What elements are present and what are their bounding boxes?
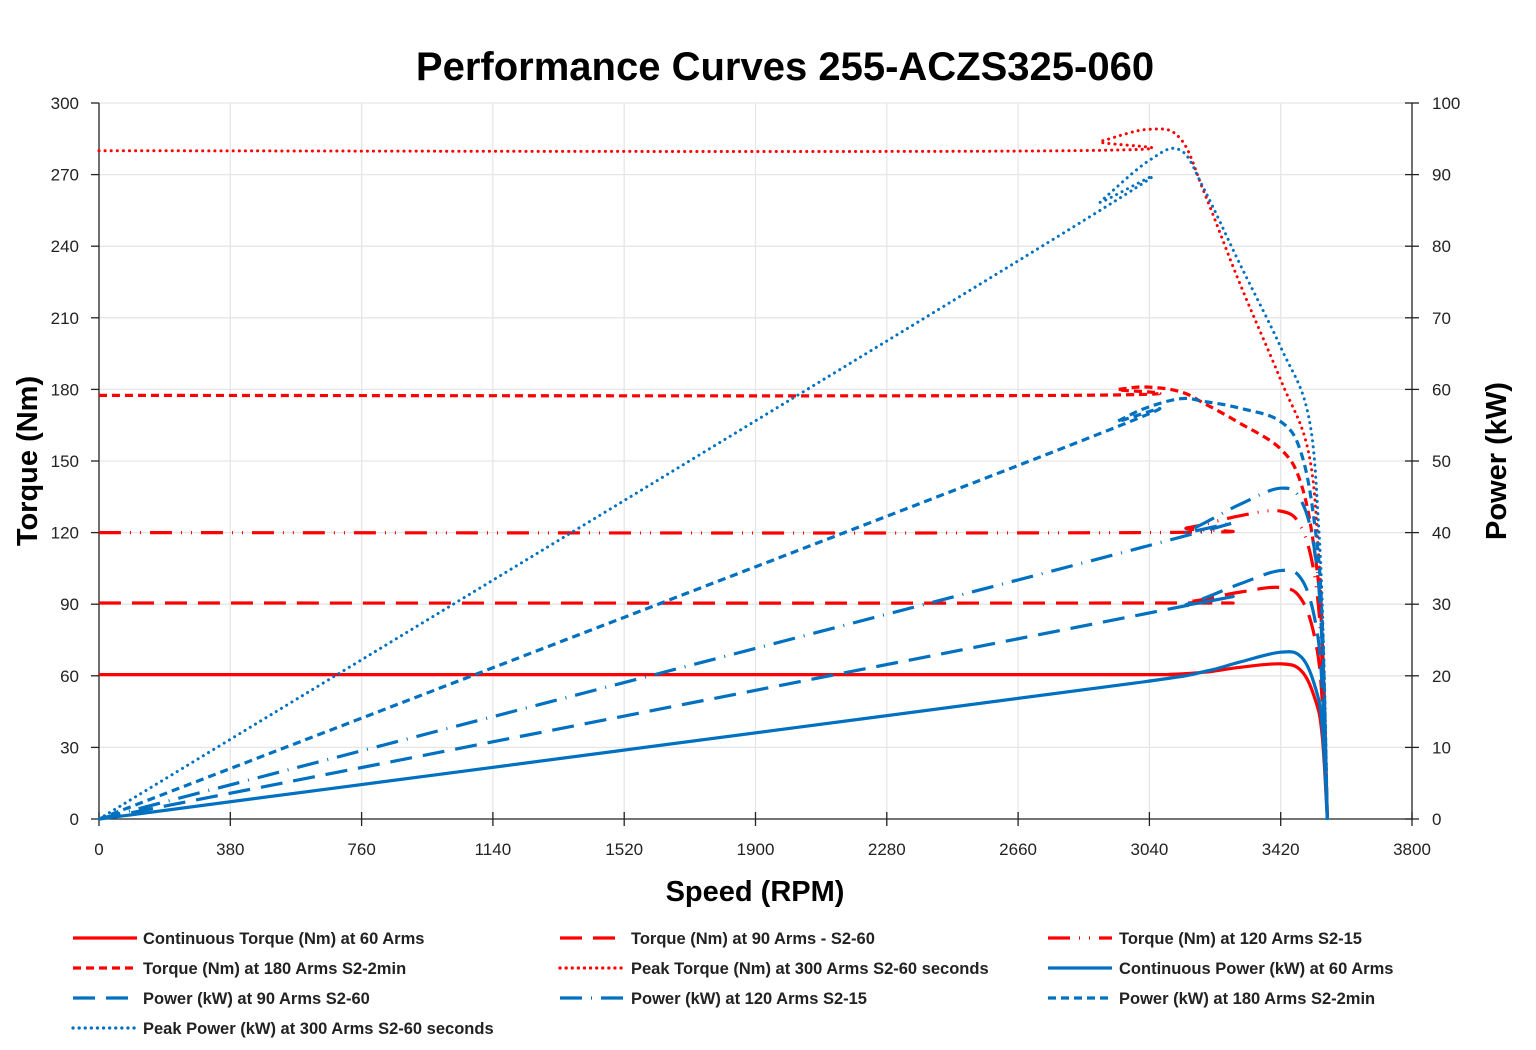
series-line-3 xyxy=(98,508,1329,820)
axes: 0 380 760 1140 1520 1900 2280 2660 3040 3420 38000… xyxy=(51,94,1461,859)
legend-label: Power (kW) at 90 Arms S2-60 xyxy=(143,990,370,1008)
legend-label: Peak Torque (Nm) at 300 Arms S2-60 secon… xyxy=(631,960,989,978)
series-line-8 xyxy=(98,486,1329,821)
legend-label: Torque (Nm) at 180 Arms S2-2min xyxy=(143,960,406,978)
series-line-1 xyxy=(99,662,1329,820)
x-tick-label: 3420 xyxy=(1262,840,1300,859)
legend-label: Power (kW) at 120 Arms S2-15 xyxy=(631,990,867,1008)
legend-label: Continuous Torque (Nm) at 60 Arms xyxy=(143,930,424,948)
legend-label: Torque (Nm) at 120 Arms S2-15 xyxy=(1119,930,1362,948)
y-tick-label: 180 xyxy=(51,380,79,399)
legend-label: Torque (Nm) at 90 Arms - S2-60 xyxy=(631,930,875,948)
y-tick-label: 270 xyxy=(51,166,79,185)
y-tick-label: 0 xyxy=(70,810,79,829)
y2-axis-title: Power (kW) xyxy=(1481,382,1513,540)
x-tick-label: 0 xyxy=(94,840,103,859)
y-axis-title: Torque (Nm) xyxy=(12,376,44,546)
y-tick-label: 240 xyxy=(51,237,79,256)
y2-tick-label: 50 xyxy=(1432,452,1451,471)
y2-tick-label: 90 xyxy=(1432,166,1451,185)
x-tick-label: 3800 xyxy=(1393,840,1431,859)
y-tick-label: 60 xyxy=(60,667,79,686)
y2-tick-label: 60 xyxy=(1432,380,1451,399)
x-tick-label: 1140 xyxy=(475,840,512,859)
y2-tick-label: 10 xyxy=(1432,738,1451,757)
y-tick-label: 300 xyxy=(51,94,79,113)
series-lines xyxy=(97,127,1329,821)
x-tick-label: 1520 xyxy=(605,840,643,859)
y2-tick-label: 80 xyxy=(1432,237,1451,256)
series-line-9 xyxy=(98,396,1329,821)
y-tick-label: 30 xyxy=(60,738,79,757)
x-tick-label: 3040 xyxy=(1130,840,1168,859)
chart-title: Performance Curves 255-ACZS325-060 xyxy=(416,45,1154,89)
y2-tick-label: 20 xyxy=(1432,667,1451,686)
series-line-7 xyxy=(98,568,1329,821)
y2-tick-label: 0 xyxy=(1432,810,1441,829)
legend-label: Power (kW) at 180 Arms S2-2min xyxy=(1119,990,1375,1008)
series-line-6 xyxy=(98,650,1329,821)
y-tick-label: 120 xyxy=(51,524,79,543)
x-tick-label: 2660 xyxy=(999,840,1037,859)
y-tick-label: 150 xyxy=(51,452,79,471)
legend-label: Peak Power (kW) at 300 Arms S2-60 second… xyxy=(143,1020,494,1038)
series-line-2 xyxy=(98,585,1329,820)
y2-tick-label: 70 xyxy=(1432,309,1451,328)
y2-tick-label: 40 xyxy=(1432,524,1451,543)
x-tick-label: 2280 xyxy=(868,840,906,859)
y-tick-label: 210 xyxy=(51,309,79,328)
x-axis-title: Speed (RPM) xyxy=(666,876,845,908)
series-line-10 xyxy=(97,146,1329,821)
legend-label: Continuous Power (kW) at 60 Arms xyxy=(1119,960,1393,978)
series-line-4 xyxy=(98,385,1329,820)
x-tick-label: 760 xyxy=(347,840,375,859)
x-tick-label: 380 xyxy=(216,840,244,859)
y2-tick-label: 100 xyxy=(1432,94,1460,113)
series-line-5 xyxy=(97,127,1329,821)
x-tick-label: 1900 xyxy=(737,840,775,859)
y-tick-label: 90 xyxy=(60,595,79,614)
y2-tick-label: 30 xyxy=(1432,595,1451,614)
legend: Continuous Torque (Nm) at 60 Arms Torque … xyxy=(71,930,1393,1038)
